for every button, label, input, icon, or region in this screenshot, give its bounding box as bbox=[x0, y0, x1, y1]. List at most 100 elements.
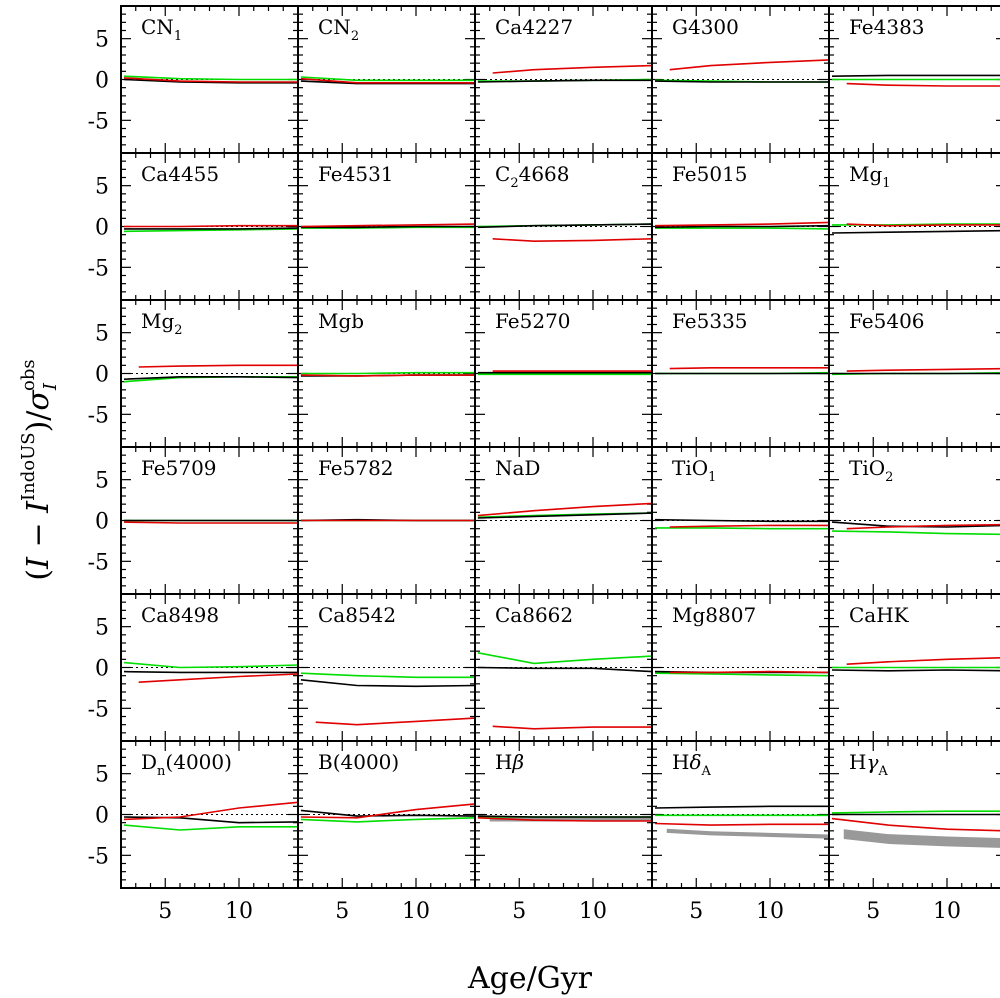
panel-title: Fe5335 bbox=[672, 309, 748, 333]
red-series-line bbox=[123, 77, 298, 83]
panel-title: HγA bbox=[849, 750, 888, 779]
green-series-line bbox=[654, 672, 830, 677]
x-tick-label: 5 bbox=[158, 899, 172, 924]
panel-17: NaD bbox=[474, 446, 653, 595]
panel-29: HγA 5 10 bbox=[828, 740, 1000, 924]
y-axis-title-text: (I − IIndoUS)/σIobs bbox=[18, 359, 61, 580]
black-series-line bbox=[123, 375, 299, 380]
red-series-line bbox=[669, 59, 830, 71]
panel-title: CN1 bbox=[141, 15, 182, 44]
green-series-line bbox=[123, 661, 299, 669]
y-tick-label: 5 bbox=[95, 28, 109, 53]
y-tick-label: -5 bbox=[88, 697, 109, 722]
red-series-line bbox=[138, 673, 299, 683]
y-tick-label: 0 bbox=[95, 216, 109, 241]
red-series-line bbox=[124, 224, 298, 228]
panel-13: Fe5335 bbox=[651, 299, 830, 448]
y-tick-label: -5 bbox=[88, 844, 109, 869]
red-series-line bbox=[846, 367, 1000, 372]
gray-band bbox=[666, 828, 829, 839]
green-series-line bbox=[655, 527, 829, 530]
black-series-line bbox=[477, 79, 652, 83]
black-series-line bbox=[654, 80, 829, 83]
panel-title: Fe5406 bbox=[849, 309, 925, 333]
panel-title: C24668 bbox=[495, 162, 570, 191]
panels-layer: CN1 5 0 -5 CN2 Ca4227 G4300 Fe4383 Ca4455 5 0 -5 Fe4… bbox=[88, 5, 1000, 924]
green-series-line bbox=[300, 76, 475, 82]
panel-3: G4300 bbox=[651, 5, 830, 154]
panel-24: CaHK bbox=[828, 593, 1000, 742]
panel-16: Fe5782 bbox=[297, 446, 476, 595]
panel-title: G4300 bbox=[672, 15, 739, 39]
panel-title: B(4000) bbox=[318, 750, 399, 774]
red-series-line bbox=[477, 817, 652, 822]
panel-5: Ca4455 5 0 -5 bbox=[88, 152, 299, 301]
red-series-line bbox=[123, 801, 299, 821]
panel-27: Hβ 5 10 bbox=[474, 740, 653, 924]
x-axis-title: Age/Gyr bbox=[467, 961, 593, 996]
panel-title: NaD bbox=[495, 456, 540, 480]
panel-title: Ca8662 bbox=[495, 603, 573, 627]
y-tick-label: 5 bbox=[95, 616, 109, 641]
red-series-line bbox=[492, 64, 653, 74]
black-series-line bbox=[654, 518, 829, 523]
panel-title: CN2 bbox=[318, 15, 359, 44]
green-series-line bbox=[300, 817, 476, 823]
y-axis-title: (I − IIndoUS)/σIobs bbox=[18, 359, 61, 580]
panel-0: CN1 5 0 -5 bbox=[88, 5, 299, 154]
panel-frame bbox=[828, 740, 1000, 889]
panel-10: Mg2 5 0 -5 bbox=[88, 299, 299, 448]
red-series-line bbox=[138, 364, 298, 368]
panel-title: Hβ bbox=[495, 750, 524, 774]
panel-21: Ca8542 bbox=[297, 593, 476, 742]
red-series-line bbox=[846, 523, 1000, 530]
green-series-line bbox=[123, 228, 299, 233]
black-series-line bbox=[123, 670, 298, 674]
green-series-line bbox=[300, 672, 475, 679]
panel-8: Fe5015 bbox=[651, 152, 830, 301]
panel-title: Fe4383 bbox=[849, 15, 925, 39]
black-series-line bbox=[831, 229, 1000, 234]
black-series-line bbox=[654, 805, 829, 809]
panel-title: Ca8498 bbox=[141, 603, 219, 627]
red-series-line bbox=[315, 717, 476, 726]
y-tick-label: 5 bbox=[95, 175, 109, 200]
panel-title: Ca4227 bbox=[495, 15, 573, 39]
panel-22: Ca8662 bbox=[474, 593, 653, 742]
panel-title: TiO1 bbox=[672, 456, 716, 485]
x-tick-label: 10 bbox=[933, 899, 961, 924]
panel-6: Fe4531 bbox=[297, 152, 476, 301]
black-series-line bbox=[477, 666, 653, 673]
red-series-line bbox=[300, 77, 475, 84]
x-tick-label: 5 bbox=[689, 899, 703, 924]
panel-title: Mg1 bbox=[849, 162, 891, 191]
panel-title: Ca8542 bbox=[318, 603, 396, 627]
panel-title: HδA bbox=[672, 750, 712, 779]
black-series-line bbox=[477, 512, 653, 519]
x-tick-label: 5 bbox=[866, 899, 880, 924]
y-tick-label: 5 bbox=[95, 469, 109, 494]
panel-title: Fe5782 bbox=[318, 456, 394, 480]
black-series-line bbox=[477, 223, 653, 229]
panel-title: Fe5270 bbox=[495, 309, 571, 333]
panel-title: Ca4455 bbox=[141, 162, 219, 186]
red-series-line bbox=[300, 803, 476, 819]
green-series-line bbox=[655, 227, 830, 230]
panel-title: Mgb bbox=[318, 309, 364, 333]
y-tick-label: -5 bbox=[88, 109, 109, 134]
red-series-line bbox=[123, 521, 298, 524]
panel-1: CN2 bbox=[297, 5, 476, 154]
black-series-line bbox=[477, 815, 652, 818]
panel-25: Dn(4000) 5 0 -5 5 10 bbox=[88, 740, 299, 924]
black-series-line bbox=[123, 78, 298, 84]
panel-title: TiO2 bbox=[849, 456, 893, 485]
x-tick-label: 5 bbox=[335, 899, 349, 924]
red-series-line bbox=[669, 524, 829, 528]
panel-26: B(4000) 5 10 bbox=[297, 740, 476, 924]
red-series-line bbox=[654, 221, 830, 227]
panel-title: Dn(4000) bbox=[141, 750, 232, 779]
panel-19: TiO2 bbox=[828, 446, 1000, 595]
green-series-line bbox=[477, 652, 653, 665]
black-series-line bbox=[654, 224, 830, 229]
